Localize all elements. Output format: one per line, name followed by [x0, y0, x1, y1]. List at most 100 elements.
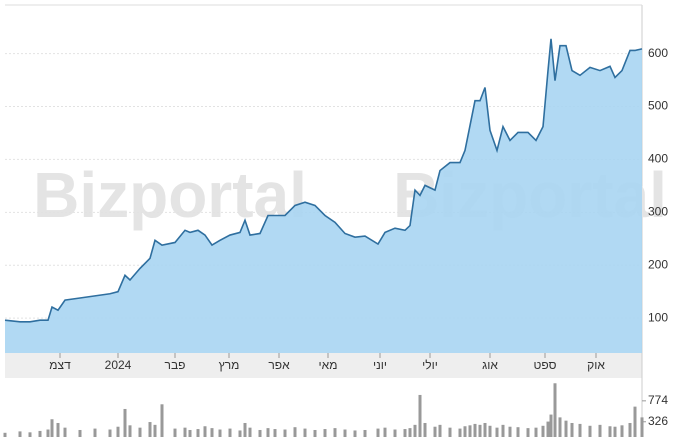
x-tick-label: יולי: [422, 358, 438, 372]
x-tick-label: דצמ: [49, 358, 71, 372]
volume-bar: [495, 427, 499, 437]
y-tick-label: 400: [648, 152, 668, 166]
volume-bar: [620, 425, 624, 437]
volume-bar: [258, 429, 262, 437]
volume-bar: [448, 427, 452, 437]
volume-bar: [218, 429, 222, 437]
volume-bar: [293, 427, 297, 437]
volume-bar: [38, 430, 42, 437]
volume-bar: [553, 383, 557, 437]
volume-bar: [558, 417, 562, 437]
volume-bar: [570, 422, 574, 437]
volume-bar: [116, 426, 120, 437]
volume-bar: [541, 425, 545, 437]
volume-bar: [578, 423, 582, 437]
volume-bar: [108, 429, 112, 437]
watermark: Bizportal: [33, 159, 307, 231]
volume-bar: [93, 428, 97, 437]
volume-bar: [333, 428, 337, 437]
y-tick-label: 100: [648, 310, 668, 324]
y-tick-label: 200: [648, 257, 668, 271]
volume-bar: [266, 428, 270, 437]
volume-bar: [210, 428, 214, 437]
volume-bar: [128, 425, 132, 437]
volume-bar: [501, 424, 505, 437]
volume-bar: [243, 422, 247, 437]
volume-bar: [78, 429, 82, 437]
volume-bar: [196, 429, 200, 437]
y-tick-label: 600: [648, 46, 668, 60]
volume-bar: [153, 424, 157, 437]
volume-bar: [488, 425, 492, 437]
volume-bar: [313, 429, 317, 437]
volume-bar: [408, 428, 412, 437]
x-tick-label: יוני: [373, 358, 387, 372]
x-tick-label: פבר: [165, 358, 186, 372]
volume-bar: [463, 426, 467, 437]
volume-bar: [546, 421, 550, 437]
price-line: [4, 38, 643, 323]
volume-bar: [50, 419, 54, 437]
volume-bar: [363, 429, 367, 437]
x-tick-label: מאי: [319, 358, 338, 372]
volume-bar: [238, 430, 242, 437]
volume-bar: [526, 428, 530, 437]
x-tick-label: ספט: [534, 358, 557, 372]
volume-bar: [183, 427, 187, 437]
volume-bar: [418, 394, 422, 437]
volume-bar: [228, 428, 232, 437]
volume-bar: [56, 422, 60, 437]
y-tick-label: 774: [648, 393, 668, 407]
volume-bar: [173, 428, 177, 437]
volume-bar: [188, 429, 192, 437]
volume-bar: [598, 424, 602, 437]
volume-bar: [438, 424, 442, 437]
volume-bar: [248, 427, 252, 437]
x-tick-label: אוק: [587, 358, 605, 372]
volume-bar: [608, 426, 612, 437]
x-axis-band: [5, 353, 642, 378]
volume-bar: [423, 422, 427, 437]
volume-bar: [203, 426, 207, 437]
volume-bar: [483, 422, 487, 437]
volume-bar: [588, 425, 592, 437]
volume-bar: [3, 432, 7, 437]
volume-bar: [383, 427, 387, 437]
volume-bar: [613, 426, 617, 437]
volume-bar: [413, 424, 417, 437]
volume-bar: [123, 408, 127, 437]
volume-bar: [478, 424, 482, 437]
x-tick-label: מרץ: [219, 358, 240, 372]
volume-bar: [148, 422, 152, 437]
area: [5, 38, 642, 353]
volume-bar: [403, 429, 407, 437]
volume-bar: [353, 430, 357, 437]
volume-bar: [458, 428, 462, 437]
volume-bar: [138, 427, 142, 437]
volume-bar: [393, 429, 397, 437]
y-tick-label: 326: [648, 414, 668, 428]
volume-bar: [46, 429, 50, 437]
x-tick-label: אוג: [482, 358, 498, 372]
volume-bar: [534, 427, 538, 437]
x-tick-label: אפר: [268, 358, 290, 372]
volume-bar: [640, 417, 644, 437]
x-tick-label: 2024: [105, 358, 132, 372]
volume-bar: [63, 427, 67, 437]
volume-bar: [633, 406, 637, 437]
volume-bar: [376, 428, 380, 437]
volume-bar: [28, 432, 32, 437]
volume-bar: [160, 404, 164, 437]
volume-bar: [343, 429, 347, 437]
volume-bar: [273, 429, 277, 437]
volume-bar: [468, 425, 472, 437]
volume-bar: [433, 426, 437, 437]
volume-bar: [473, 423, 477, 437]
volume-bar: [508, 426, 512, 437]
volume-bar: [564, 420, 568, 437]
volume-bar: [303, 428, 307, 437]
volume-bar: [549, 414, 553, 437]
y-tick-label: 300: [648, 204, 668, 218]
volume-bar: [323, 429, 327, 437]
